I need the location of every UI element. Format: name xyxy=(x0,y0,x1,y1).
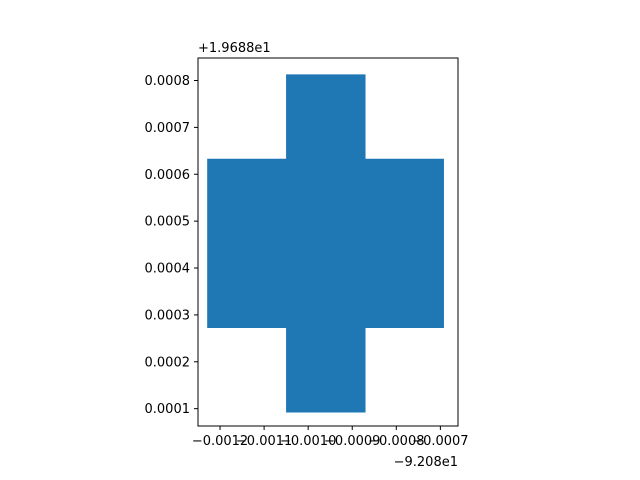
x-tick-label: −0.0009 xyxy=(324,434,380,449)
x-tick-label: −0.0012 xyxy=(192,434,248,449)
y-tick-label: 0.0002 xyxy=(145,355,191,370)
y-tick-label: 0.0008 xyxy=(145,74,191,89)
y-tick-label: 0.0005 xyxy=(145,215,191,230)
x-tick-label: −0.0011 xyxy=(236,434,292,449)
x-offset-label: −9.208e1 xyxy=(394,455,458,470)
y-tick-label: 0.0006 xyxy=(145,168,191,183)
x-axis: −0.0012−0.0011−0.0010−0.0009−0.0008−0.00… xyxy=(192,426,469,449)
y-axis: 0.0001 0.0002 0.0003 0.0004 0.0005 0.0006 0.00… xyxy=(145,74,198,417)
x-tick-label: −0.0008 xyxy=(368,434,424,449)
axes-frame xyxy=(197,57,459,427)
y-offset-label: +1.9688e1 xyxy=(198,41,271,56)
y-tick-label: 0.0004 xyxy=(145,262,191,277)
y-tick-label: 0.0001 xyxy=(145,402,191,417)
x-tick-label: −0.0010 xyxy=(280,434,336,449)
x-tick-label: −0.0007 xyxy=(412,434,468,449)
y-tick-label: 0.0003 xyxy=(145,308,191,323)
y-tick-label: 0.0007 xyxy=(145,121,191,136)
cross-polygon xyxy=(207,74,444,413)
plot-area xyxy=(207,74,444,413)
